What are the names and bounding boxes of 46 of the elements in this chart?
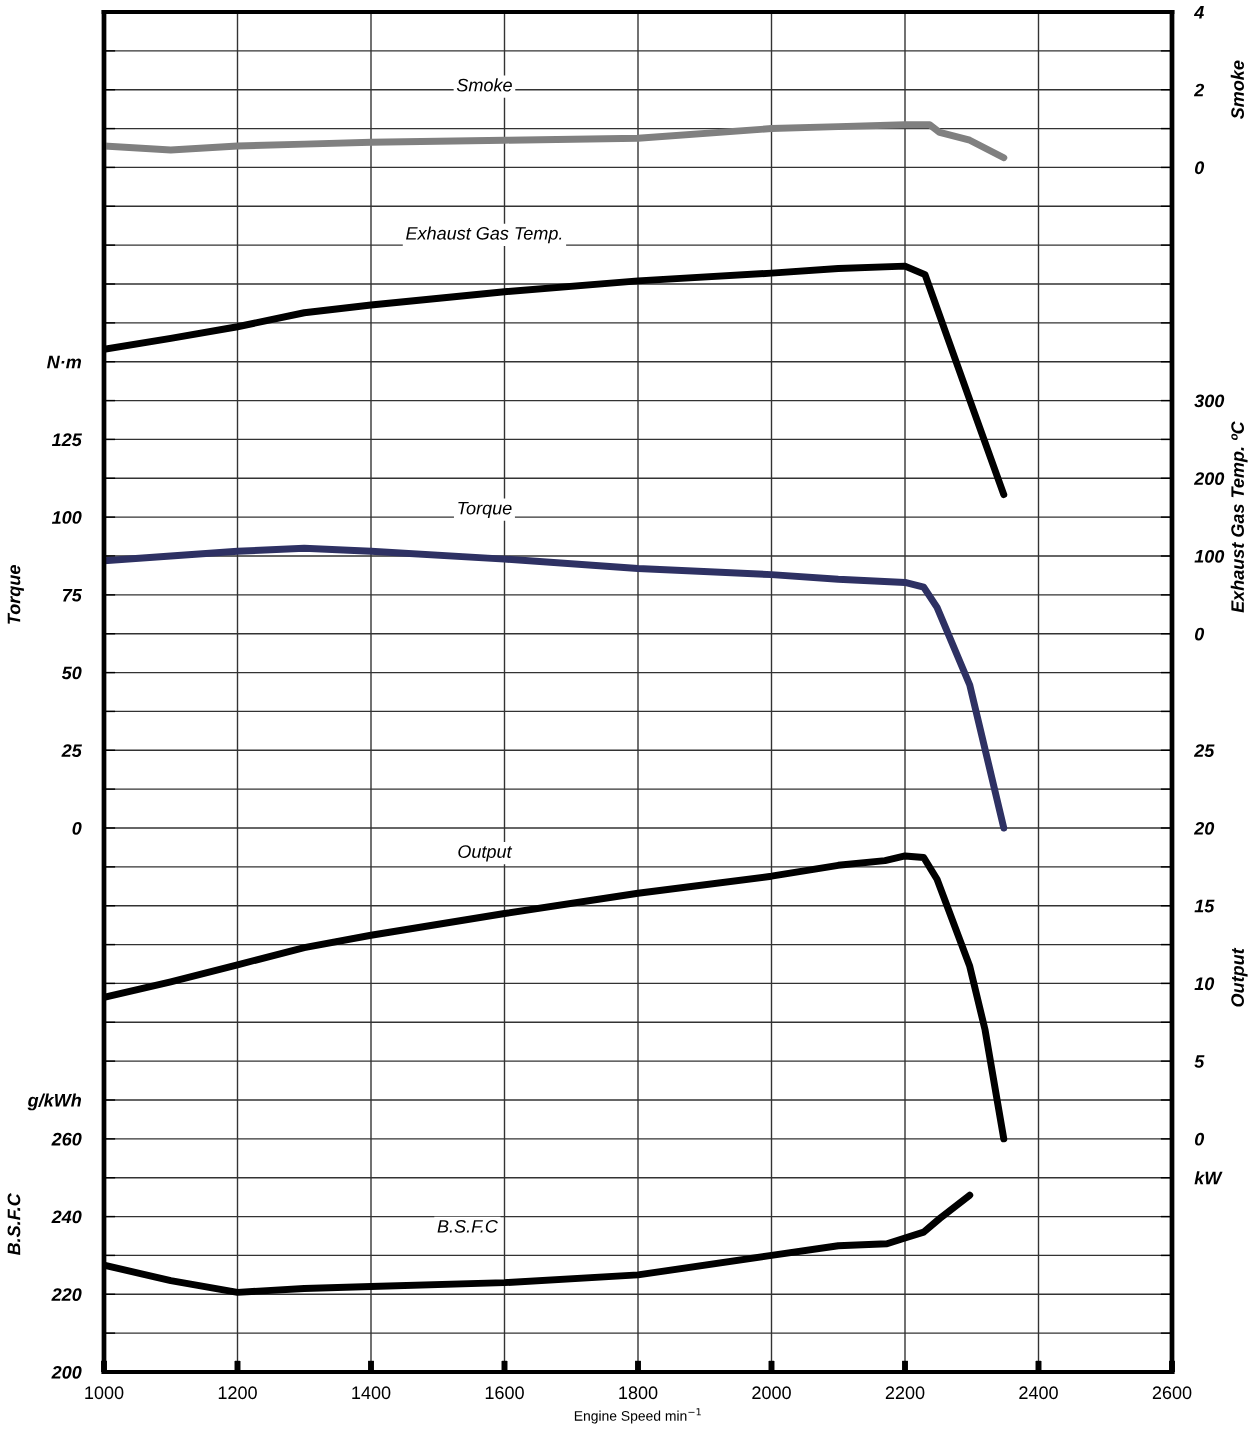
y2-tick-label: 20: [1193, 821, 1215, 835]
y2-tick-label: 200: [1193, 472, 1225, 486]
y3-tick-label: 2: [1193, 83, 1205, 97]
x-tick-label: 2400: [1019, 1386, 1058, 1400]
y-tick-label: 25: [61, 744, 82, 758]
x-tick-label: 1600: [485, 1386, 524, 1400]
y2-tick-label: 100: [1194, 549, 1225, 563]
y2-tick-label: 10: [1194, 977, 1215, 991]
y2-tick-label: 0: [1194, 627, 1205, 641]
y-tick-label: 220: [51, 1288, 82, 1302]
y-tick-label: 50: [61, 666, 82, 680]
y-tick-label: N·m: [46, 355, 82, 369]
y-tick-label: 125: [51, 433, 82, 447]
y-tick-label: 75: [62, 588, 82, 602]
text: Output: [458, 845, 513, 862]
text: Torque: [458, 501, 512, 519]
text: B.S.F.C: [437, 1219, 498, 1233]
y-tick-label: 200: [51, 1365, 82, 1379]
y-tick-label: 100: [51, 511, 82, 524]
y3-tick-label: 0: [1194, 161, 1205, 175]
y-axis-title: Torque: [7, 565, 24, 624]
x-tick-label: 1200: [218, 1386, 257, 1400]
y2-axis-title: Output: [1231, 947, 1248, 1007]
x-tick-label: 2600: [1152, 1386, 1192, 1400]
y2-tick-label: 15: [1194, 899, 1215, 913]
y-tick-label: 0: [72, 821, 82, 835]
x-tick-label: 1400: [352, 1386, 391, 1400]
y3-tick-label: 4: [1193, 6, 1204, 19]
y-tick-label: g/kWh: [27, 1093, 82, 1111]
y2-tick-label: 300: [1194, 394, 1225, 408]
y-tick-label: 260: [51, 1132, 82, 1146]
y2-tick-label: 0: [1194, 1132, 1205, 1146]
y3-axis-title: Smoke: [1230, 60, 1244, 120]
x-tick-label: 2200: [885, 1386, 925, 1400]
y-axis-title: B.S.F.C: [7, 1193, 21, 1256]
text: Smoke: [456, 78, 512, 92]
x-tick-label: 2000: [752, 1386, 791, 1400]
y2-tick-label: 5: [1194, 1055, 1205, 1068]
x-tick-label: 1000: [85, 1386, 124, 1400]
text: Exhaust Gas Temp.: [406, 226, 562, 244]
x-axis-title: Engine Speed min$^{−1}$: [574, 1408, 701, 1424]
y2-axis-title: Exhaust Gas Temp. ºC: [1230, 421, 1248, 613]
y2-tick-label: 25: [1193, 744, 1215, 758]
y-tick-label: 240: [51, 1210, 82, 1224]
y2-tick-label: kW: [1194, 1171, 1223, 1185]
x-tick-label: 1800: [619, 1386, 658, 1400]
